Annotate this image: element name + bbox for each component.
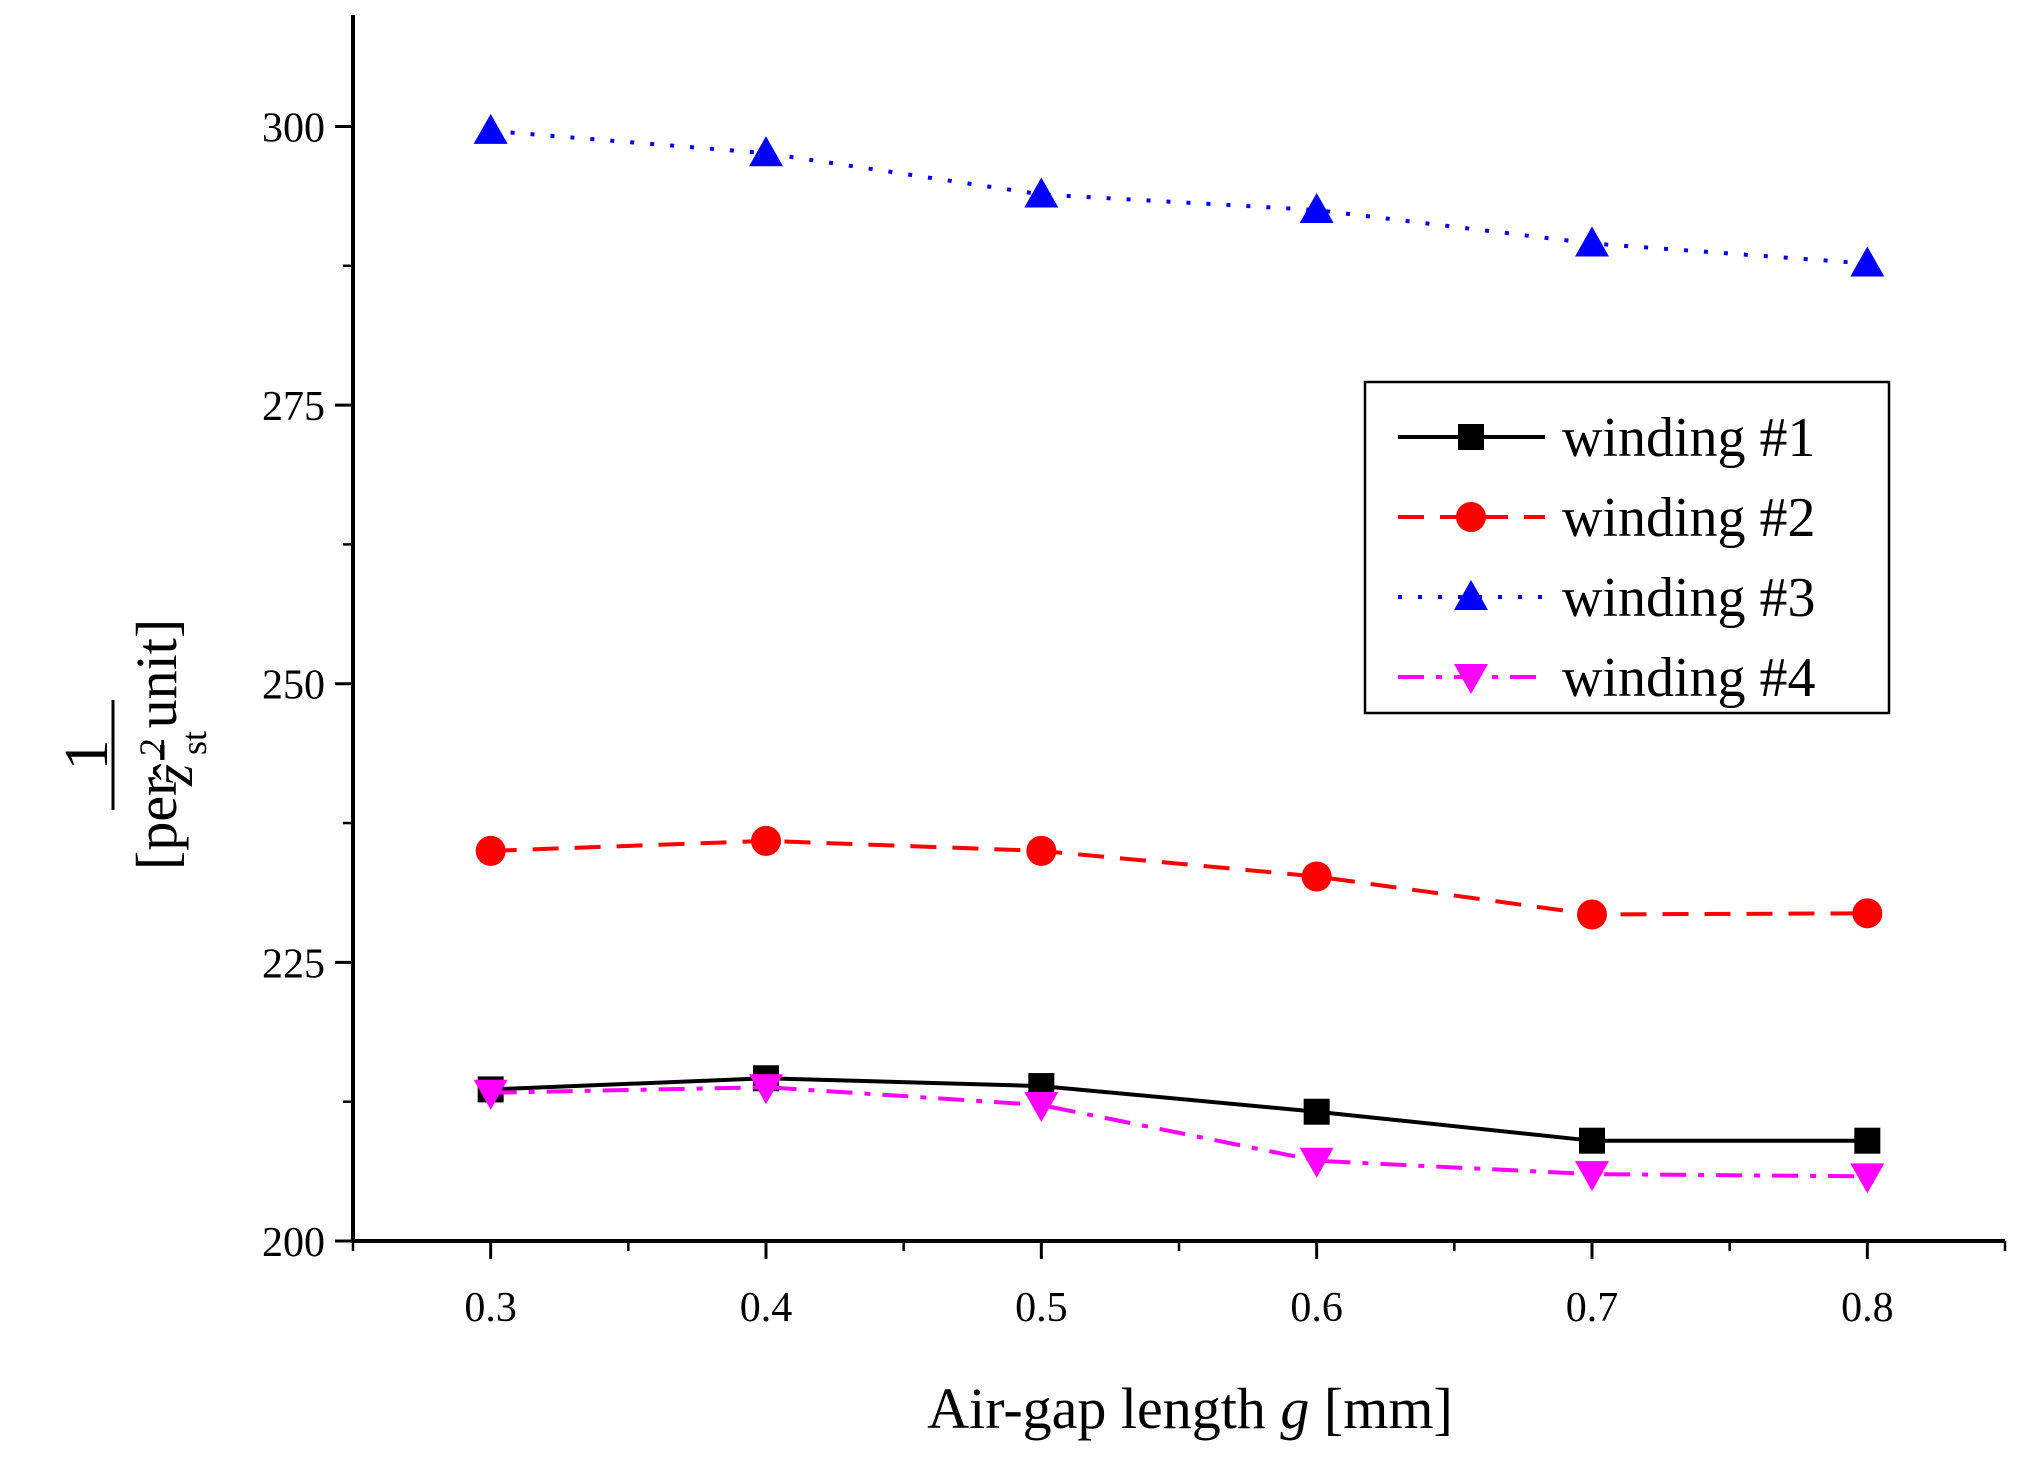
data-point-marker — [1024, 177, 1059, 208]
series-1 — [477, 1065, 1881, 1154]
data-point-marker — [749, 136, 783, 167]
x-tick-label: 0.4 — [740, 1285, 793, 1331]
data-point-marker — [1575, 1161, 1609, 1192]
series-line — [490, 1085, 1868, 1179]
y-tick-label: 200 — [262, 1220, 325, 1266]
data-point-marker — [1299, 193, 1334, 224]
legend: winding #1 winding #2 winding #3 winding #4 — [1363, 380, 1891, 715]
x-title-var: g — [1280, 1376, 1309, 1441]
data-point-marker — [1579, 1127, 1605, 1154]
legend-marker — [1456, 502, 1486, 532]
y-title-symbol: ẑ — [143, 763, 205, 787]
x-tick-label: 0.8 — [1841, 1285, 1894, 1331]
x-ticks: 0.3 0.4 0.5 0.6 0.7 0.8 — [351, 1241, 2007, 1331]
y-ticks: 200 225 250 275 300 — [262, 105, 353, 1266]
data-point-marker — [1303, 1098, 1330, 1125]
y-title-subscript: st — [174, 731, 214, 755]
data-point-marker — [473, 113, 508, 144]
data-point-marker — [475, 835, 506, 866]
data-point-marker — [1301, 861, 1332, 892]
legend-marker — [1458, 424, 1484, 450]
x-tick-label: 0.5 — [1015, 1285, 1068, 1331]
legend-item: winding #2 — [1398, 487, 1816, 549]
y-tick-label: 225 — [262, 941, 325, 987]
y-title-superscript: 2 — [132, 738, 172, 756]
x-axis-title: Air-gap length g [mm] — [927, 1376, 1453, 1441]
x-title-before: Air-gap length — [927, 1376, 1280, 1441]
y-tick-label: 250 — [262, 663, 325, 709]
y-tick-label: 300 — [262, 105, 325, 151]
legend-marker — [1454, 664, 1488, 694]
data-point-marker — [1850, 1163, 1885, 1194]
series-line — [490, 128, 1868, 266]
y-axis-title: [per - unit] 1 ẑ 2 st — [53, 619, 214, 870]
data-point-marker — [473, 1079, 508, 1110]
legend-marker — [1454, 580, 1488, 610]
data-point-marker — [1854, 1127, 1881, 1154]
series-layer — [473, 113, 1885, 1194]
data-point-marker — [1024, 1092, 1059, 1123]
y-tick-label: 275 — [262, 384, 325, 430]
data-point-marker — [1026, 835, 1057, 866]
data-point-marker — [1299, 1147, 1334, 1178]
series-3 — [473, 113, 1885, 277]
data-point-marker — [1577, 899, 1607, 930]
data-point-marker — [1575, 226, 1609, 257]
series-line — [490, 1076, 1868, 1143]
series-2 — [475, 825, 1883, 930]
y-title-unit: [per - unit] — [124, 619, 189, 870]
data-point-marker — [1850, 246, 1885, 277]
legend-items: winding #1 winding #2 winding #3 winding #4 — [1398, 407, 1816, 709]
x-tick-label: 0.3 — [464, 1285, 517, 1331]
legend-label: winding #4 — [1562, 647, 1816, 709]
legend-label: winding #3 — [1562, 567, 1816, 629]
legend-item: winding #3 — [1398, 567, 1816, 629]
data-point-marker — [751, 825, 781, 856]
data-point-marker — [1852, 898, 1883, 929]
legend-label: winding #2 — [1562, 487, 1816, 549]
x-title-after: [mm] — [1309, 1376, 1452, 1441]
legend-item: winding #4 — [1398, 647, 1816, 709]
y-title-numerator: 1 — [53, 740, 121, 771]
series-4 — [473, 1074, 1885, 1194]
series-line — [490, 838, 1868, 917]
legend-item: winding #1 — [1398, 407, 1816, 469]
x-tick-label: 0.7 — [1566, 1285, 1619, 1331]
x-tick-label: 0.6 — [1290, 1285, 1343, 1331]
data-point-marker — [749, 1074, 783, 1105]
legend-label: winding #1 — [1562, 407, 1816, 469]
